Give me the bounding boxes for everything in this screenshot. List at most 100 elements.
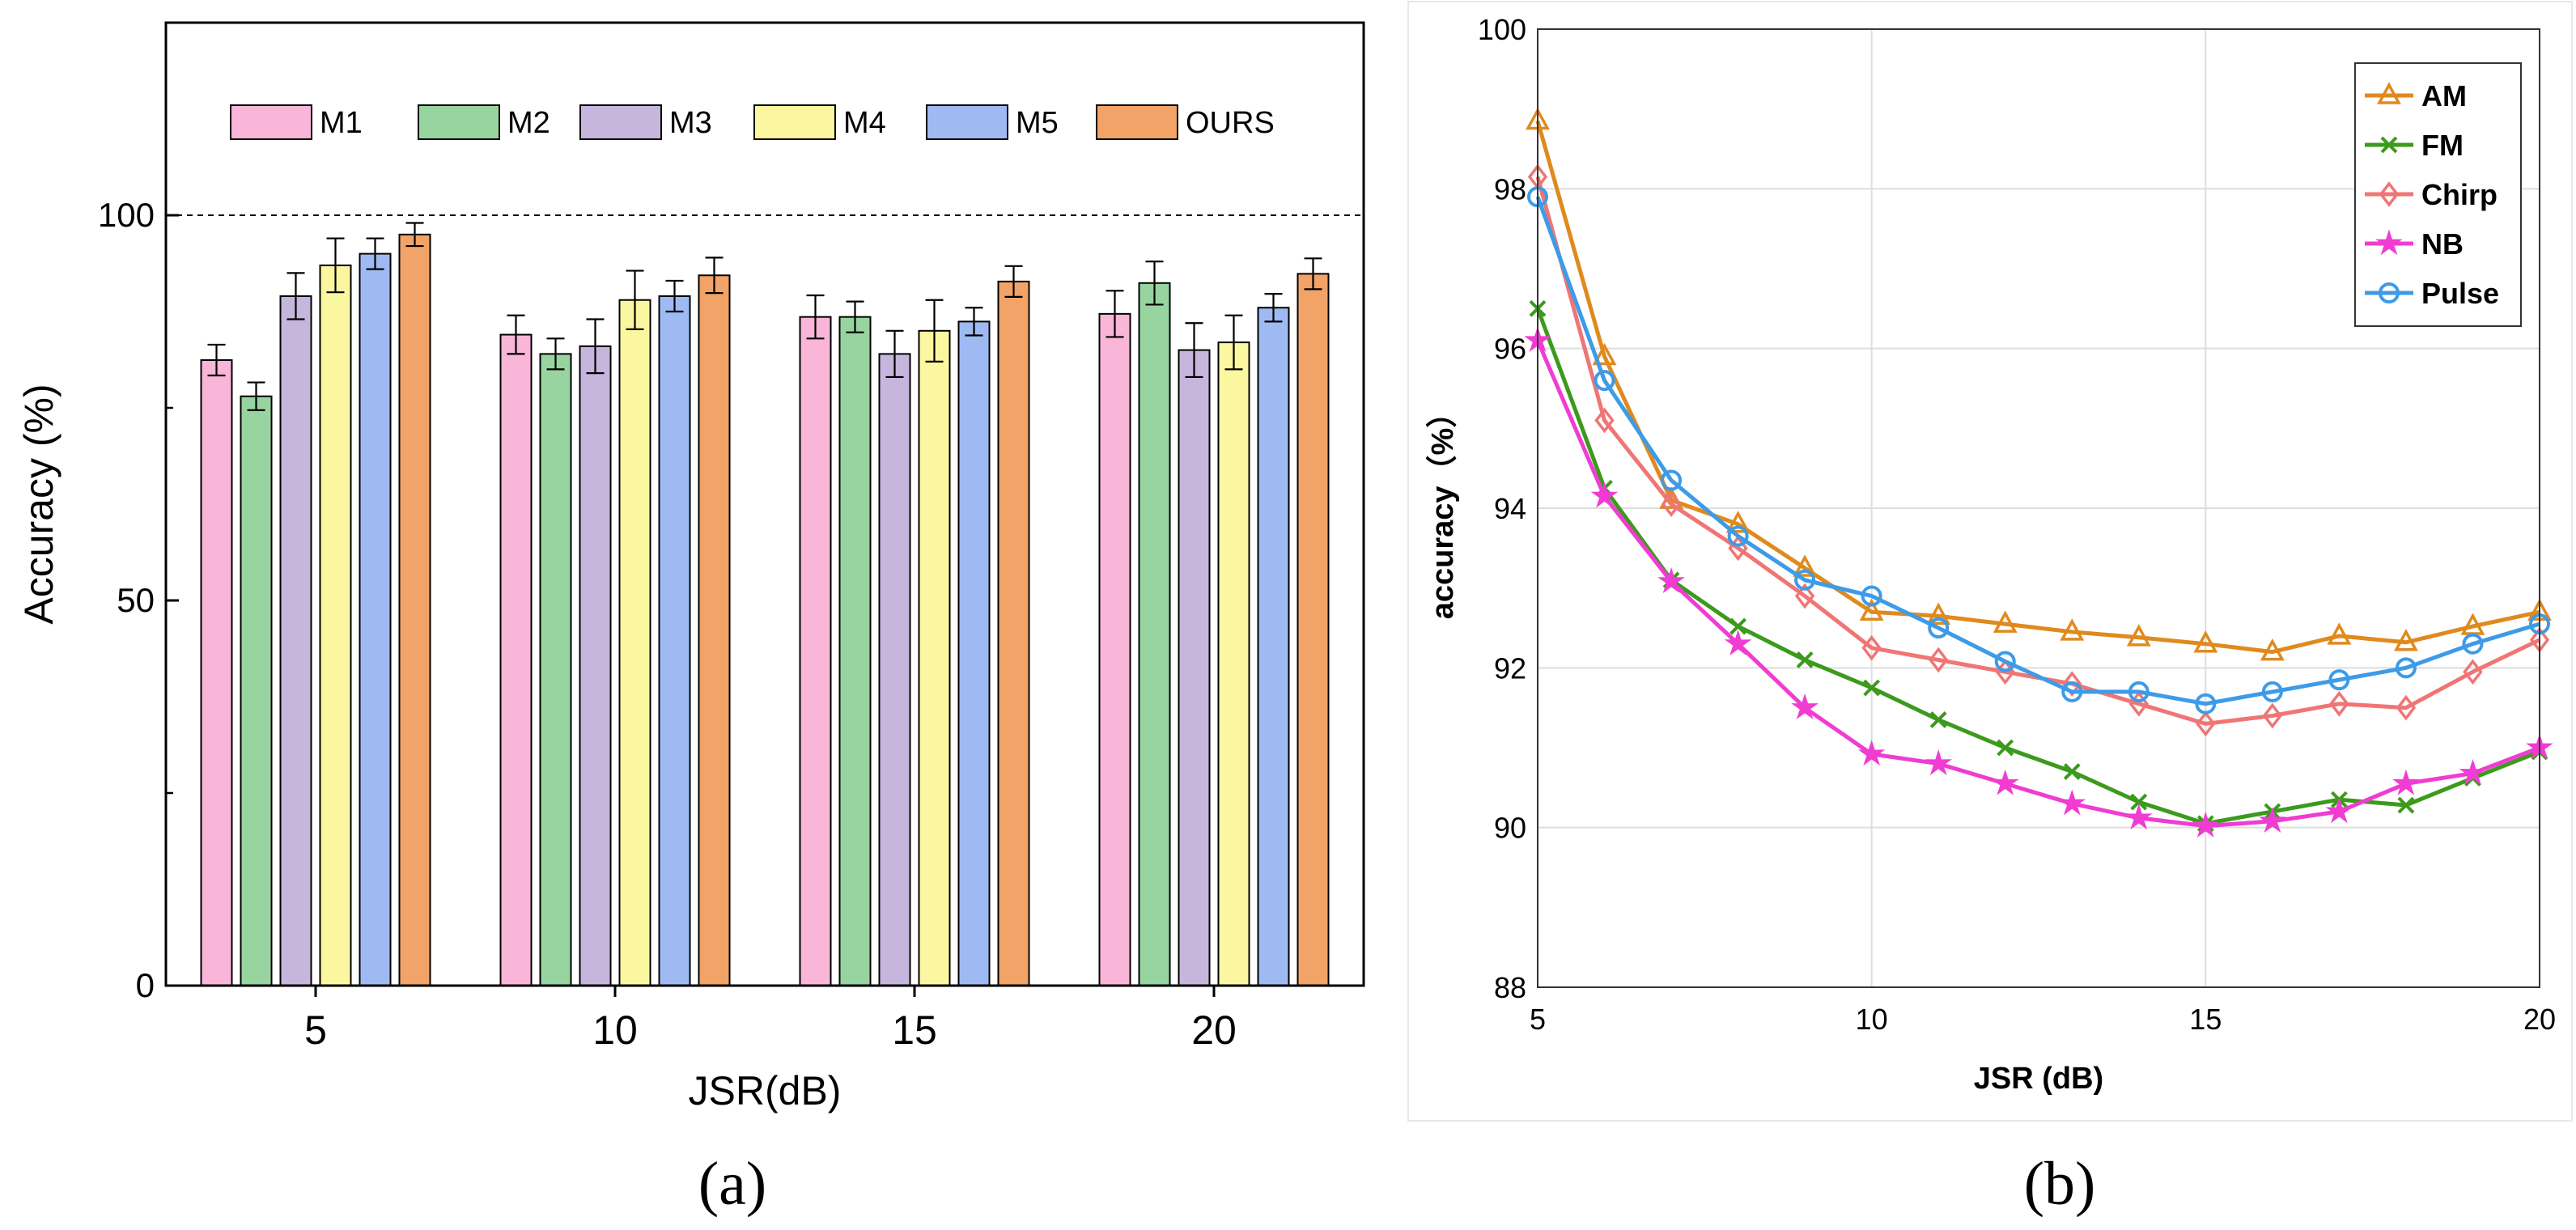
bar-M3-20 xyxy=(1178,349,1211,987)
point-AM-16 xyxy=(2260,638,2285,661)
point-FM-14 xyxy=(2130,793,2148,811)
error-bar-M1-20 xyxy=(1106,290,1124,338)
point-Chirp-11 xyxy=(1928,647,1949,673)
y-tick-label: 92 xyxy=(1494,651,1526,685)
point-NB-14 xyxy=(2125,804,2153,830)
error-bar-M5-20 xyxy=(1264,293,1283,323)
error-bar-M3-10 xyxy=(586,318,605,375)
x-tick-label: 5 xyxy=(1530,1003,1546,1036)
legend-label-Pulse: Pulse xyxy=(2421,277,2499,310)
legend-marker-Chirp xyxy=(2379,181,2400,207)
point-FM-10 xyxy=(1863,679,1881,697)
x-axis-title: JSR(dB) xyxy=(689,1068,842,1113)
bar-OURS-20 xyxy=(1296,273,1330,986)
series-line-AM xyxy=(1535,120,2540,655)
error-bar-M1-10 xyxy=(507,314,525,355)
legend-swatch-M3 xyxy=(579,104,662,140)
y-axis-title: accuracy（%） xyxy=(1426,397,1460,620)
plot-frame xyxy=(164,21,1365,987)
legend-label-NB: NB xyxy=(2421,227,2464,261)
legend-label-M3: M3 xyxy=(669,106,712,140)
error-bar-OURS-10 xyxy=(705,257,724,295)
point-NB-18 xyxy=(2392,769,2420,795)
point-Chirp-16 xyxy=(2262,702,2283,729)
point-Pulse-13 xyxy=(2061,681,2083,702)
point-NB-17 xyxy=(2325,797,2353,824)
error-bar-M2-15 xyxy=(846,300,864,333)
point-NB-15 xyxy=(2192,812,2220,838)
y-tick-label: 98 xyxy=(1494,172,1526,206)
point-Pulse-14 xyxy=(2128,681,2149,702)
x-tick-label: 15 xyxy=(2189,1003,2222,1036)
legend-swatch-M4 xyxy=(753,104,836,140)
y-tick-label: 96 xyxy=(1494,333,1526,366)
point-Chirp-9 xyxy=(1794,583,1815,609)
point-NB-6 xyxy=(1590,481,1619,508)
error-bar-M5-10 xyxy=(665,279,684,313)
bar-OURS-15 xyxy=(997,280,1030,986)
bar-M2-20 xyxy=(1138,282,1171,986)
point-Pulse-6 xyxy=(1594,370,1615,392)
point-AM-6 xyxy=(1592,342,1617,366)
point-NB-9 xyxy=(1791,693,1818,719)
bar-M1-15 xyxy=(799,316,832,986)
legend-label-M1: M1 xyxy=(320,106,363,140)
point-AM-12 xyxy=(1992,610,2018,633)
point-AM-14 xyxy=(2126,624,2151,647)
error-bar-M3-20 xyxy=(1185,322,1203,379)
legend-marker-NB xyxy=(2375,229,2403,256)
series-line-Pulse xyxy=(1535,196,2540,706)
error-bar-M1-15 xyxy=(806,294,825,340)
series-line-NB xyxy=(1535,339,2540,829)
bar-M4-5 xyxy=(319,264,352,986)
bar-M3-5 xyxy=(279,295,312,986)
point-AM-17 xyxy=(2327,622,2352,645)
x-tick-label: 20 xyxy=(2523,1003,2556,1036)
bar-M4-10 xyxy=(618,299,651,987)
bar-M5-10 xyxy=(658,295,691,986)
legend-swatch-M2 xyxy=(418,104,500,140)
bar-M1-5 xyxy=(200,358,233,986)
point-Chirp-6 xyxy=(1594,407,1615,434)
point-Pulse-16 xyxy=(2261,681,2283,702)
legend-marker-FM xyxy=(2380,136,2398,154)
error-bar-M4-20 xyxy=(1224,314,1243,371)
y-axis-title: Accuracy (%) xyxy=(16,384,62,624)
bar-M4-15 xyxy=(918,329,951,986)
point-Pulse-7 xyxy=(1661,469,1683,491)
point-FM-11 xyxy=(1929,711,1947,728)
bar-M3-15 xyxy=(878,353,911,986)
bar-M5-20 xyxy=(1257,307,1290,986)
legend-marker-AM xyxy=(2377,82,2401,104)
point-AM-18 xyxy=(2393,629,2418,651)
point-FM-12 xyxy=(1997,739,2014,757)
point-AM-15 xyxy=(2193,630,2218,653)
point-FM-9 xyxy=(1796,651,1814,668)
caption-b: (b) xyxy=(2024,1150,2096,1218)
plot-frame xyxy=(1537,28,2540,988)
bar-M5-5 xyxy=(359,252,392,987)
point-Chirp-7 xyxy=(1661,491,1682,517)
panel-b-line-chart: 88 90 92 94 96 98 100 5 10 15 20 JSR (dB) accuracy（%… xyxy=(1407,1,2573,1122)
point-Pulse-17 xyxy=(2328,669,2350,691)
point-Chirp-19 xyxy=(2463,659,2483,685)
panel-a-bar-chart: 0 50 100 5 10 15 20 JSR(dB) Accuracy (%) M1 M2 M3 M4… xyxy=(16,21,1365,1113)
error-bar-M5-15 xyxy=(965,307,983,337)
bar-M5-15 xyxy=(957,320,991,987)
error-bar-M3-15 xyxy=(885,329,904,379)
point-NB-16 xyxy=(2259,807,2286,833)
legend-label-FM: FM xyxy=(2421,129,2464,162)
y-tick-label: 94 xyxy=(1494,492,1526,525)
x-tick-label: 10 xyxy=(1856,1003,1888,1036)
caption-a: (a) xyxy=(698,1150,766,1218)
point-Chirp-17 xyxy=(2329,690,2349,717)
point-Chirp-18 xyxy=(2396,694,2417,721)
point-NB-11 xyxy=(1925,749,1952,776)
bar-M4-20 xyxy=(1217,341,1250,986)
point-Chirp-13 xyxy=(2062,671,2082,697)
y-tick-label: 90 xyxy=(1494,812,1526,845)
legend-label-M2: M2 xyxy=(507,106,550,140)
legend-swatch-M1 xyxy=(230,104,312,140)
bar-M2-10 xyxy=(539,353,572,986)
